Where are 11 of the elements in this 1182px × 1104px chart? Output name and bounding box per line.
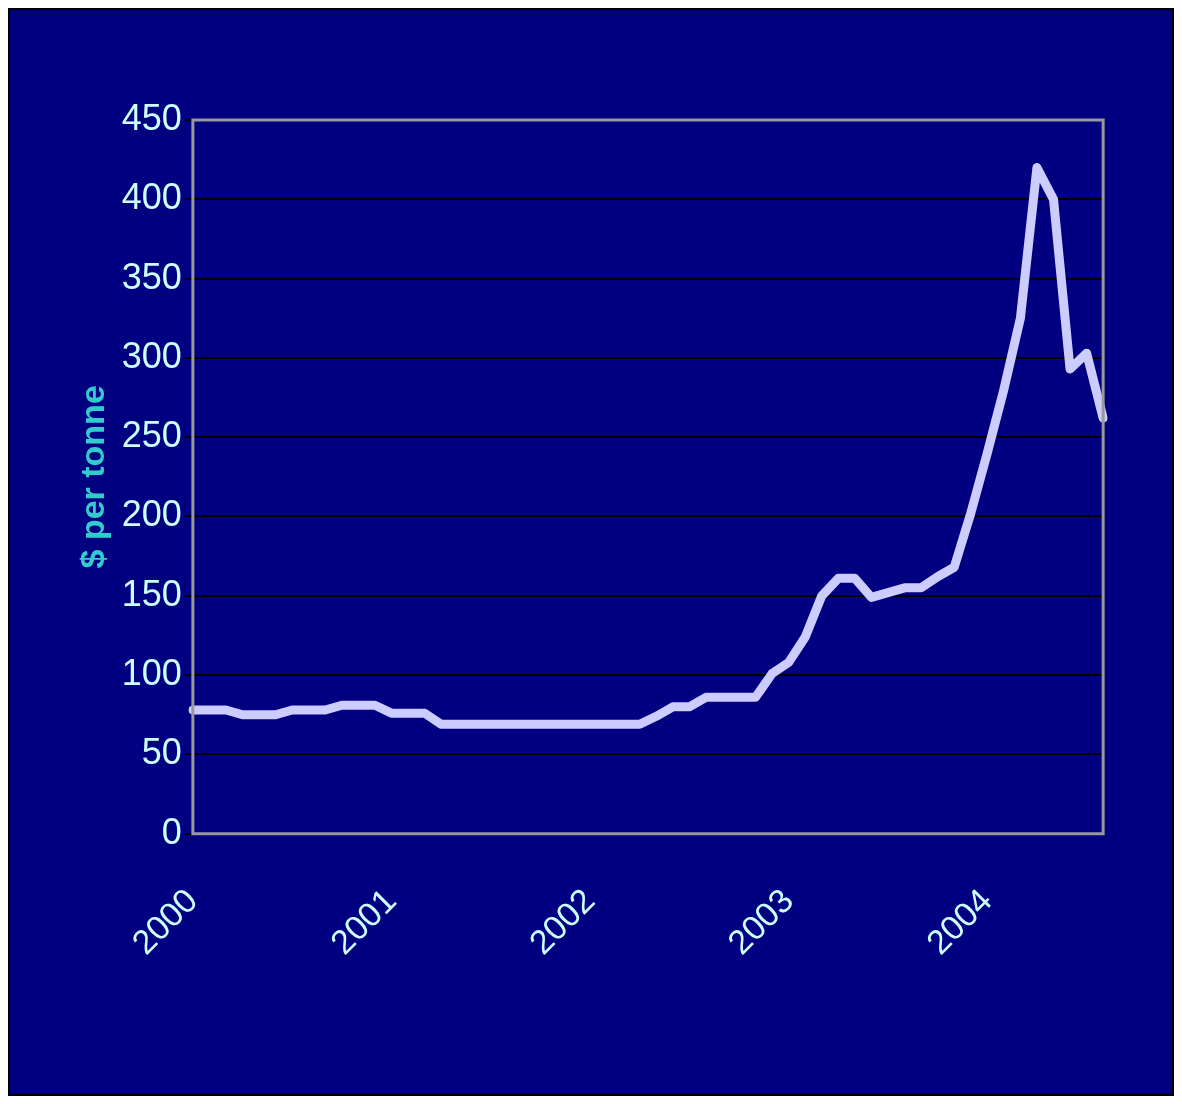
y-tick-label: 50 — [141, 731, 182, 773]
y-tick-label: 300 — [121, 334, 182, 376]
y-tick-label: 150 — [121, 572, 182, 614]
y-tick-label: 400 — [121, 176, 182, 218]
y-tick-label: 350 — [121, 255, 182, 297]
y-tick-label: 250 — [121, 414, 182, 456]
y-tick-label: 0 — [161, 810, 182, 852]
y-tick-label: 100 — [121, 652, 182, 693]
y-tick-label: 450 — [121, 96, 182, 138]
y-tick-label: 200 — [121, 493, 182, 535]
y-axis-title: $ per tonne — [72, 385, 111, 569]
